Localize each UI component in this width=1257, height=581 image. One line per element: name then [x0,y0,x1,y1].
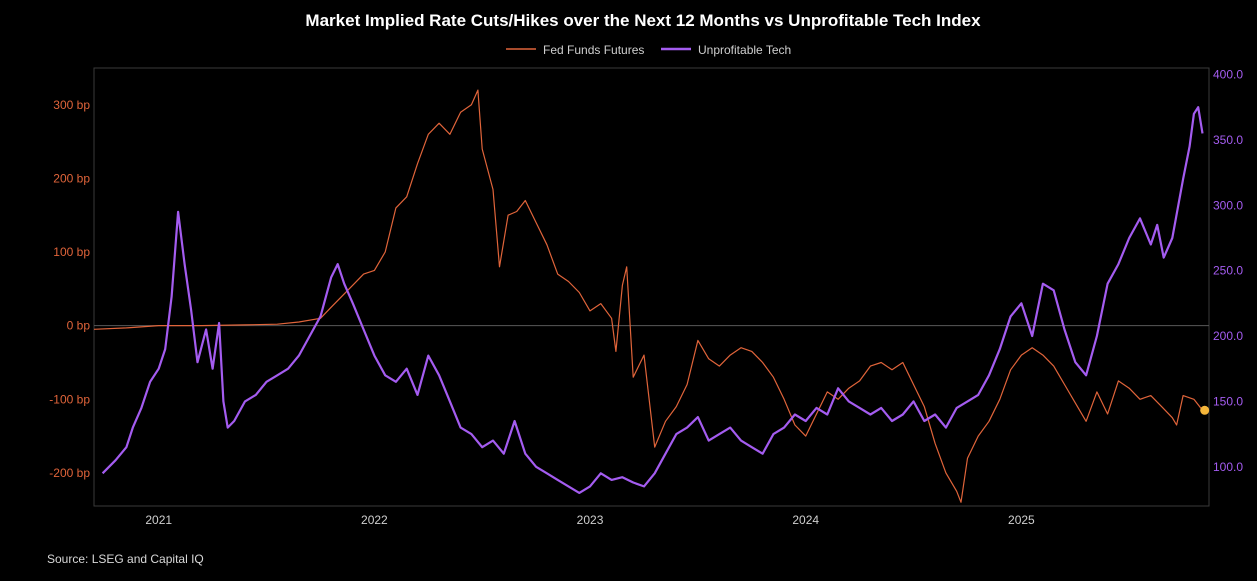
chart-marks: 300 bp 200 bp 100 bp 0 bp -100 bp -200 bp 400.… [49,68,1243,527]
y-left-tick-label: -200 bp [49,466,90,480]
series-line-fed-funds [93,89,1203,503]
chart-title: Market Implied Rate Cuts/Hikes over the … [305,11,981,30]
x-tick-label: 2023 [577,513,604,527]
plot-frame [93,67,1210,507]
y-left-tick-label: -100 bp [49,392,90,406]
y-right-tick-label: 200.0 [1213,329,1243,343]
end-marker-dot [1200,405,1210,415]
y-right-tick-label: 250.0 [1213,264,1243,278]
source-note: Source: LSEG and Capital IQ [47,552,204,566]
y-right-tick-label: 150.0 [1213,394,1243,408]
y-right-tick-label: 100.0 [1213,460,1243,474]
y-left-tick-label: 0 bp [67,319,91,333]
x-tick-label: 2021 [145,513,172,527]
y-right-tick-label: 400.0 [1213,68,1243,82]
legend: Fed Funds Futures Unprofitable Tech [506,43,791,57]
y-left-tick-label: 200 bp [53,171,90,185]
x-tick-label: 2025 [1008,513,1035,527]
x-tick-label: 2024 [792,513,819,527]
y-right-tick-label: 350.0 [1213,133,1243,147]
legend-label-fed-funds: Fed Funds Futures [543,43,644,57]
y-left-tick-label: 300 bp [53,98,90,112]
series-line-unprofitable-tech [101,106,1204,494]
y-right-tick-label: 300.0 [1213,198,1243,212]
y-left-tick-label: 100 bp [53,245,90,259]
x-tick-label: 2022 [361,513,388,527]
legend-label-unprofitable-tech: Unprofitable Tech [698,43,791,57]
